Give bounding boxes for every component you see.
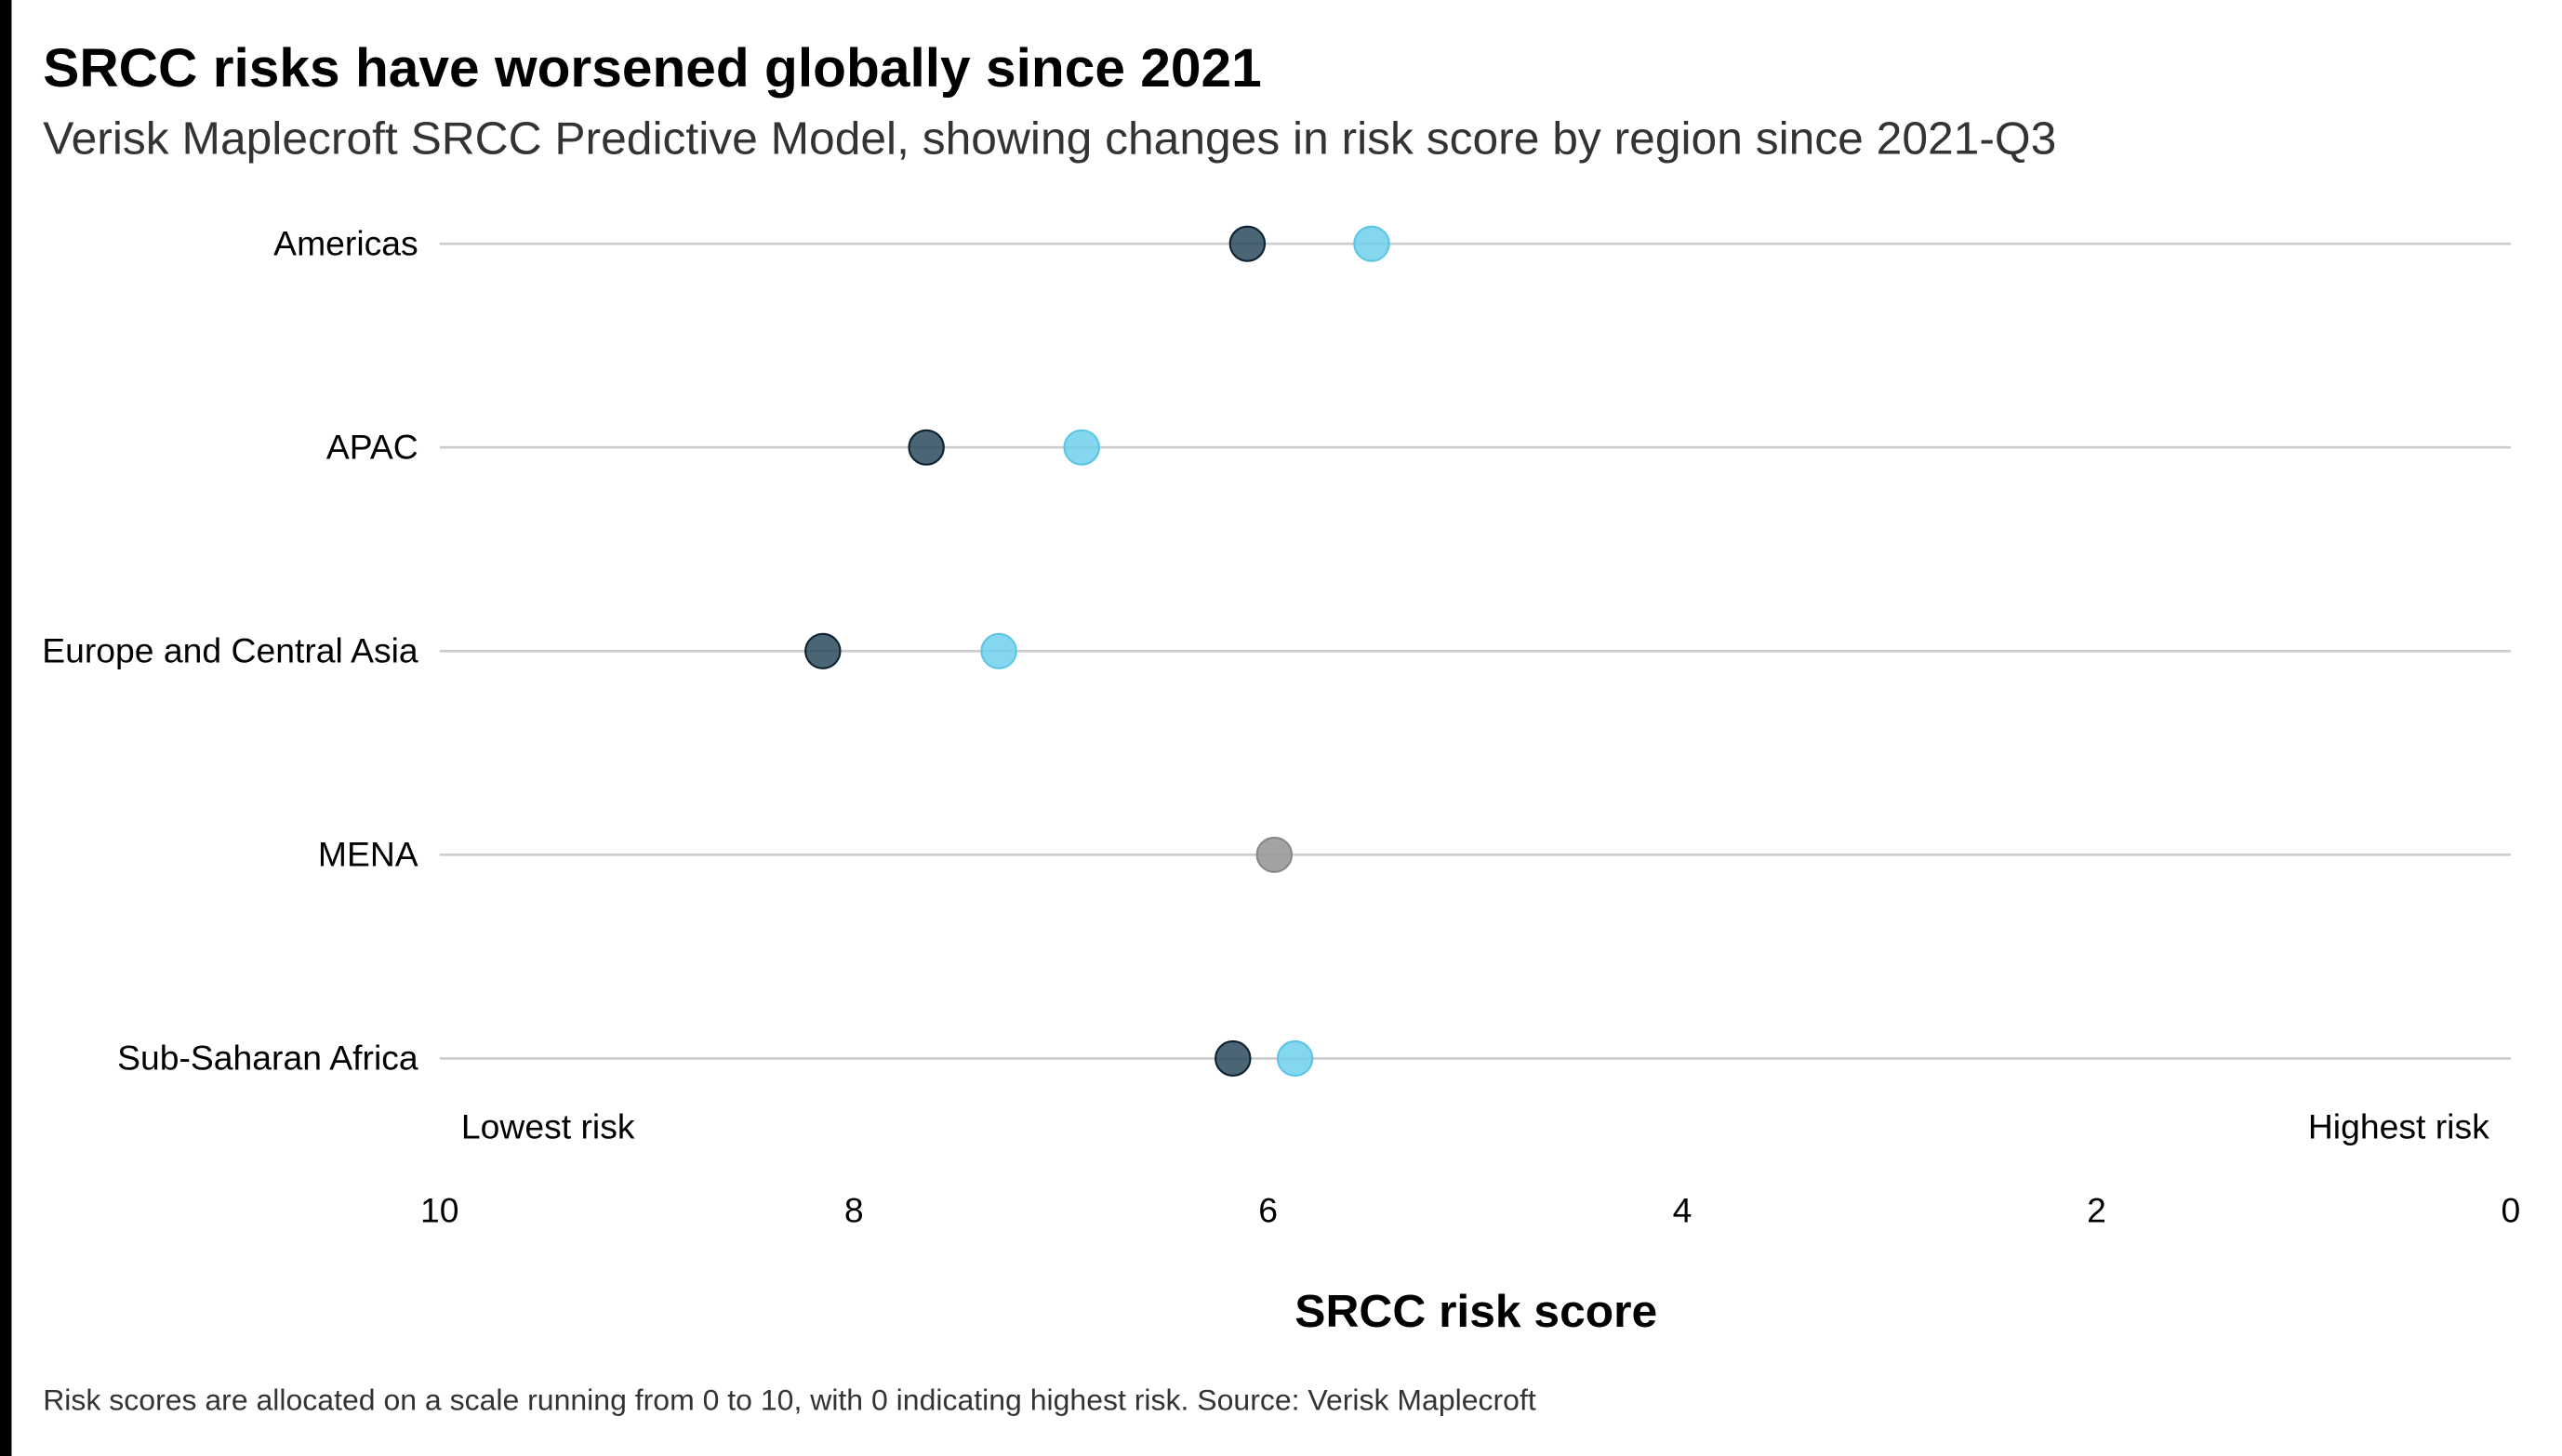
point-later bbox=[1353, 225, 1390, 262]
x-tick-label: 2 bbox=[2087, 1191, 2106, 1230]
category-label: Americas bbox=[273, 224, 418, 263]
point-earlier bbox=[908, 429, 945, 466]
x-tick-label: 0 bbox=[2502, 1191, 2521, 1230]
plot-area: Americas APAC Europe and Central Asia MENA S… bbox=[42, 224, 2520, 1230]
annotation-lowest-risk: Lowest risk bbox=[461, 1107, 635, 1146]
category-label: Sub-Saharan Africa bbox=[117, 1039, 418, 1078]
category-label: MENA bbox=[318, 835, 418, 874]
point-later bbox=[1276, 1039, 1314, 1077]
annotation-highest-risk: Highest risk bbox=[2308, 1107, 2489, 1146]
point-earlier bbox=[1228, 225, 1267, 262]
point-later bbox=[1063, 429, 1100, 466]
footnote: Risk scores are allocated on a scale run… bbox=[43, 1383, 1536, 1417]
x-tick-label: 4 bbox=[1673, 1191, 1693, 1230]
point-unchanged bbox=[1255, 836, 1294, 873]
x-axis-label: SRCC risk score bbox=[1294, 1286, 1657, 1337]
x-tick-label: 10 bbox=[420, 1191, 459, 1230]
category-label: Europe and Central Asia bbox=[42, 631, 418, 670]
point-earlier bbox=[1215, 1039, 1252, 1077]
point-earlier bbox=[804, 632, 842, 669]
category-label: APAC bbox=[326, 428, 418, 467]
chart-title: SRCC risks have worsened globally since … bbox=[43, 39, 1262, 99]
x-tick-label: 8 bbox=[844, 1191, 864, 1230]
point-later bbox=[980, 632, 1017, 669]
left-edge-bar bbox=[0, 0, 12, 1456]
x-tick-label: 6 bbox=[1258, 1191, 1278, 1230]
chart-subtitle: Verisk Maplecroft SRCC Predictive Model,… bbox=[43, 113, 2056, 165]
